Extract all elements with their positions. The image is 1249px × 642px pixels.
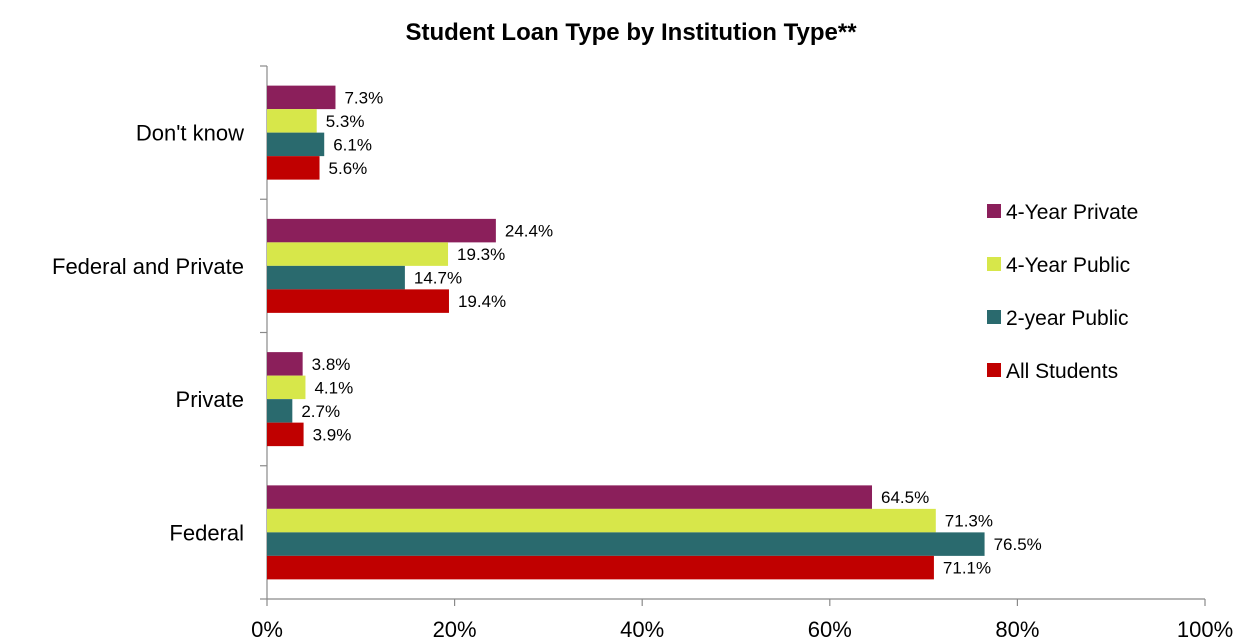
data-label: 3.8%	[312, 355, 351, 374]
bars	[267, 85, 985, 580]
bar	[267, 375, 306, 400]
category-label: Don't know	[136, 121, 244, 146]
legend-label: 4-Year Private	[1006, 201, 1138, 224]
data-label: 76.5%	[994, 535, 1042, 554]
data-label: 5.6%	[329, 159, 368, 178]
legend: 4-Year Private 4-Year Public 2-year Public…	[987, 201, 1138, 383]
legend-label: All Students	[1006, 360, 1118, 383]
legend-swatch	[987, 310, 1001, 324]
x-tick-label: 60%	[808, 617, 852, 642]
bar	[267, 242, 449, 266]
bar	[267, 485, 873, 509]
legend-swatch	[987, 204, 1001, 218]
category-label: Federal and Private	[52, 254, 244, 279]
x-tick-label: 40%	[620, 617, 664, 642]
bar	[267, 218, 496, 243]
legend-swatch	[987, 363, 1001, 377]
bar	[267, 289, 449, 313]
data-label: 71.3%	[945, 512, 993, 531]
data-labels: 7.3% 5.3% 6.1% 5.6% 24.4%19.3% 14.7% 19.4% 3.8%…	[301, 88, 1041, 577]
data-label: 2.7%	[301, 402, 340, 421]
axes: 0% 20% 40% 60% 80% 100% Don't know Federal and …	[52, 65, 1233, 642]
data-label: 24.4%	[505, 222, 553, 241]
x-tick-label: 80%	[995, 617, 1039, 642]
category-label: Federal	[169, 520, 244, 545]
bar	[267, 555, 934, 580]
legend-swatch	[987, 257, 1001, 271]
data-label: 7.3%	[344, 88, 383, 107]
bar	[267, 132, 325, 157]
bar	[267, 352, 303, 376]
bar	[267, 399, 293, 423]
data-label: 71.1%	[943, 559, 991, 578]
bar	[267, 156, 320, 180]
data-label: 5.3%	[326, 112, 365, 131]
x-tick-label: 100%	[1177, 617, 1233, 642]
data-label: 3.9%	[313, 425, 352, 444]
chart-title: Student Loan Type by Institution Type**	[405, 19, 857, 46]
data-label: 14.7%	[414, 269, 462, 288]
data-label: 64.5%	[881, 488, 929, 507]
category-label: Private	[176, 387, 244, 412]
bar	[267, 508, 936, 533]
legend-label: 2-year Public	[1006, 307, 1129, 330]
x-tick-label: 0%	[251, 617, 283, 642]
bar	[267, 532, 985, 556]
data-label: 6.1%	[333, 135, 372, 154]
x-tick-label: 20%	[433, 617, 477, 642]
bar	[267, 422, 304, 447]
bar	[267, 265, 405, 290]
bar	[267, 109, 317, 133]
data-label: 4.1%	[314, 378, 353, 397]
bar	[267, 85, 336, 110]
data-label: 19.4%	[458, 292, 506, 311]
legend-label: 4-Year Public	[1006, 254, 1130, 277]
data-label: 19.3%	[457, 245, 505, 264]
